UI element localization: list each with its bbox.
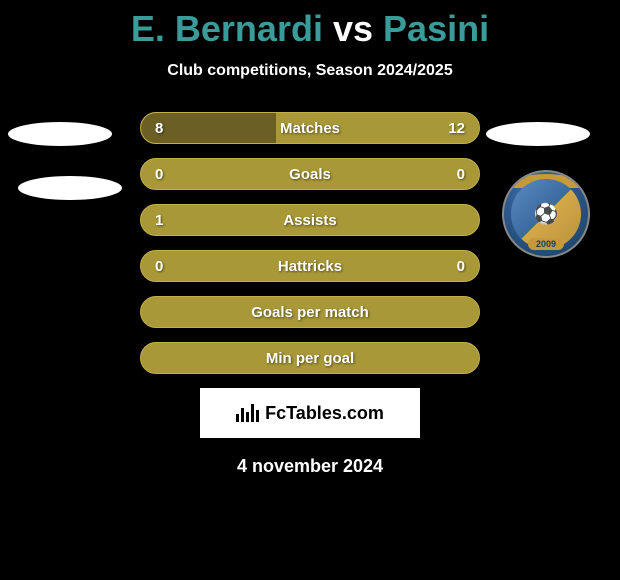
- stat-value-left: 1: [155, 212, 163, 229]
- subtitle: Club competitions, Season 2024/2025: [0, 62, 620, 80]
- stat-label: Assists: [283, 212, 336, 229]
- footer-brand-box[interactable]: FcTables.com: [200, 388, 420, 438]
- comparison-title: E. Bernardi vs Pasini: [0, 8, 620, 50]
- player2-avatar-placeholder: [486, 122, 590, 146]
- stat-bar-hattricks: 0 Hattricks 0: [140, 250, 480, 282]
- player1-name: E. Bernardi: [131, 8, 323, 49]
- stat-value-right: 0: [457, 166, 465, 183]
- stat-label: Matches: [280, 120, 340, 137]
- stat-value-right: 12: [448, 120, 465, 137]
- player1-avatar-placeholder: [8, 122, 112, 146]
- stat-bar-matches: 8 Matches 12: [140, 112, 480, 144]
- stat-label: Goals per match: [251, 304, 369, 321]
- stat-label: Hattricks: [278, 258, 342, 275]
- vs-text: vs: [333, 8, 373, 49]
- player2-name: Pasini: [383, 8, 489, 49]
- chart-icon: [236, 404, 259, 422]
- player1-club-placeholder: [18, 176, 122, 200]
- stat-bar-goals-per-match: Goals per match: [140, 296, 480, 328]
- stats-area: 2009 8 Matches 12 0 Goals 0 1 Assists 0 …: [0, 112, 620, 374]
- player2-club-logo: 2009: [502, 170, 590, 258]
- stat-label: Min per goal: [266, 350, 354, 367]
- footer-brand-text: FcTables.com: [265, 403, 384, 424]
- stat-bar-min-per-goal: Min per goal: [140, 342, 480, 374]
- stat-label: Goals: [289, 166, 331, 183]
- club-year: 2009: [528, 238, 564, 250]
- stat-bar-goals: 0 Goals 0: [140, 158, 480, 190]
- stat-bar-assists: 1 Assists: [140, 204, 480, 236]
- date-text: 4 november 2024: [0, 456, 620, 477]
- stat-value-left: 0: [155, 258, 163, 275]
- stat-value-left: 8: [155, 120, 163, 137]
- stat-value-right: 0: [457, 258, 465, 275]
- stat-value-left: 0: [155, 166, 163, 183]
